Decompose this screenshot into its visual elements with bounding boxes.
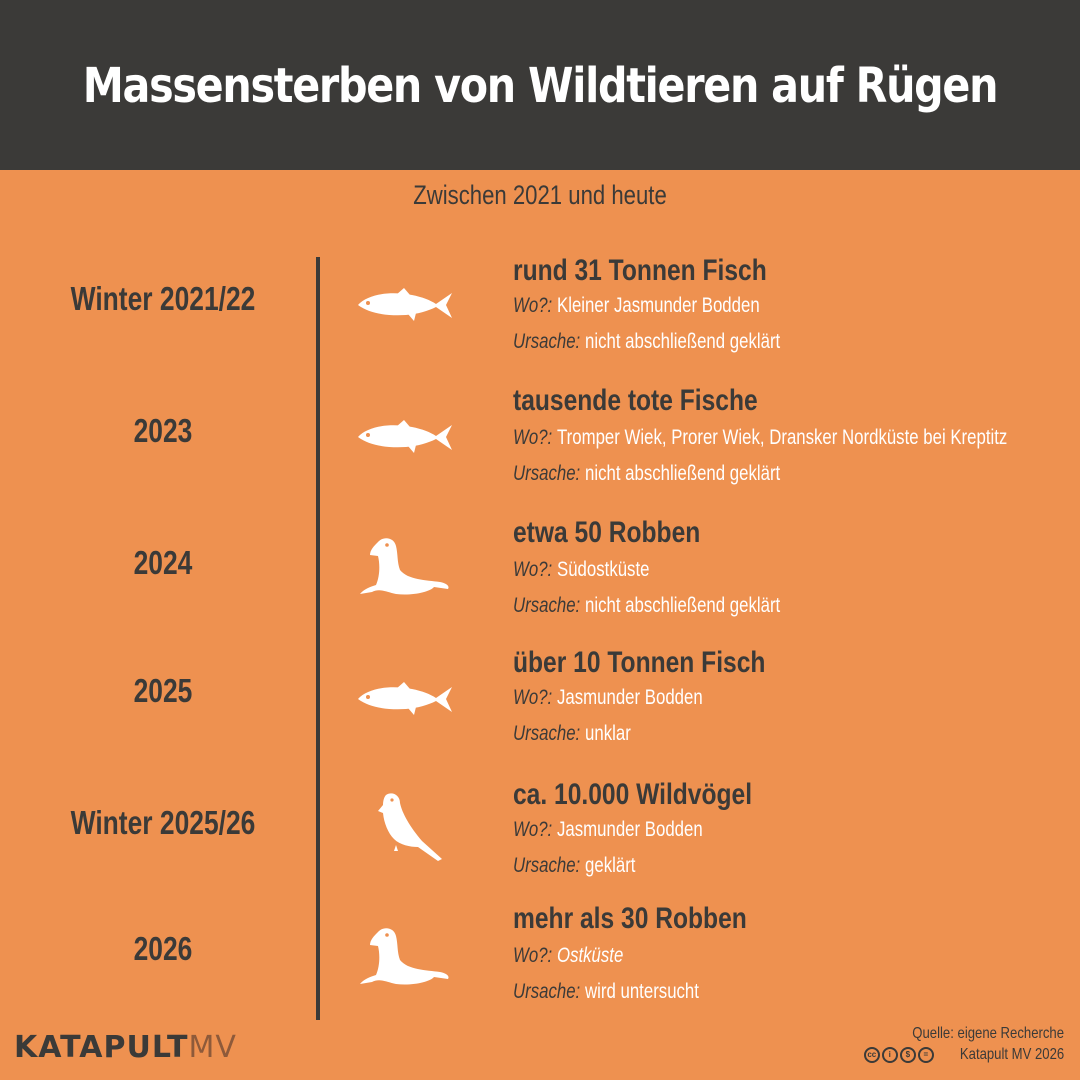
where-label: Wo?: xyxy=(513,426,553,449)
event-title: tausende tote Fische xyxy=(513,384,758,417)
event-cause: Ursache: unklar xyxy=(513,722,631,746)
event-title: ca. 10.000 Wildvögel xyxy=(513,778,753,811)
source-note: Quelle: eigene Recherche xyxy=(912,1025,1064,1042)
event-cause: Ursache: wird untersucht xyxy=(513,980,699,1004)
fish-icon xyxy=(350,258,460,348)
cause-value: wird untersucht xyxy=(585,980,699,1003)
event-title: rund 31 Tonnen Fisch xyxy=(513,254,767,287)
event-year: 2026 xyxy=(133,930,193,967)
cc-by-nc-nd-icon: cc i $ = xyxy=(863,1047,934,1063)
katapult-logo: KATAPULTMV xyxy=(14,1030,237,1065)
event-year: 2025 xyxy=(133,672,193,709)
event-where: Wo?: Jasmunder Bodden xyxy=(513,686,703,710)
where-value: Jasmunder Bodden xyxy=(557,818,703,841)
cause-value: nicht abschließend geklärt xyxy=(585,330,781,353)
event-year: Winter 2021/22 xyxy=(70,280,256,317)
where-value: Kleiner Jasmunder Bodden xyxy=(557,294,760,317)
bird-icon xyxy=(350,783,460,873)
event-where: Wo?: Tromper Wiek, Prorer Wiek, Dransker … xyxy=(513,426,1007,450)
cause-value: nicht abschließend geklärt xyxy=(585,594,781,617)
where-value: Jasmunder Bodden xyxy=(557,686,703,709)
fish-icon xyxy=(350,652,460,742)
event-year: 2024 xyxy=(133,544,193,581)
event-where: Wo?: Ostküste xyxy=(513,944,623,968)
logo-suffix: MV xyxy=(188,1030,237,1065)
where-label: Wo?: xyxy=(513,686,553,709)
seal-icon xyxy=(350,910,460,1000)
cause-value: geklärt xyxy=(585,854,636,877)
cause-label: Ursache: xyxy=(513,594,581,617)
event-title: über 10 Tonnen Fisch xyxy=(513,646,766,679)
timeline-line xyxy=(316,257,320,1020)
event-cause: Ursache: geklärt xyxy=(513,854,635,878)
event-cause: Ursache: nicht abschließend geklärt xyxy=(513,462,780,486)
event-where: Wo?: Kleiner Jasmunder Bodden xyxy=(513,294,760,318)
where-label: Wo?: xyxy=(513,294,553,317)
cause-value: nicht abschließend geklärt xyxy=(585,462,781,485)
where-value: Tromper Wiek, Prorer Wiek, Dransker Nord… xyxy=(557,426,1008,449)
where-label: Wo?: xyxy=(513,818,553,841)
header-bar xyxy=(0,0,1080,170)
license-line: cc i $ = Katapult MV 2026 xyxy=(863,1046,1064,1064)
cause-label: Ursache: xyxy=(513,462,581,485)
cause-label: Ursache: xyxy=(513,854,581,877)
fish-icon xyxy=(350,390,460,480)
event-title: mehr als 30 Robben xyxy=(513,902,747,935)
event-where: Wo?: Jasmunder Bodden xyxy=(513,818,703,842)
page-subtitle: Zwischen 2021 und heute xyxy=(413,180,667,210)
cause-label: Ursache: xyxy=(513,980,581,1003)
page-title: Massensterben von Wildtieren auf Rügen xyxy=(82,58,999,114)
cause-label: Ursache: xyxy=(513,722,581,745)
event-where: Wo?: Südostküste xyxy=(513,558,649,582)
seal-icon xyxy=(350,520,460,610)
copyright: Katapult MV 2026 xyxy=(959,1046,1064,1063)
logo-main: KATAPULT xyxy=(14,1030,189,1065)
event-year: 2023 xyxy=(133,412,193,449)
event-cause: Ursache: nicht abschließend geklärt xyxy=(513,594,780,618)
event-cause: Ursache: nicht abschließend geklärt xyxy=(513,330,780,354)
where-value: Südostküste xyxy=(557,558,650,581)
event-title: etwa 50 Robben xyxy=(513,516,701,549)
cause-value: unklar xyxy=(585,722,631,745)
where-label: Wo?: xyxy=(513,558,553,581)
event-year: Winter 2025/26 xyxy=(70,804,256,841)
cause-label: Ursache: xyxy=(513,330,581,353)
where-value: Ostküste xyxy=(557,944,624,967)
where-label: Wo?: xyxy=(513,944,553,967)
